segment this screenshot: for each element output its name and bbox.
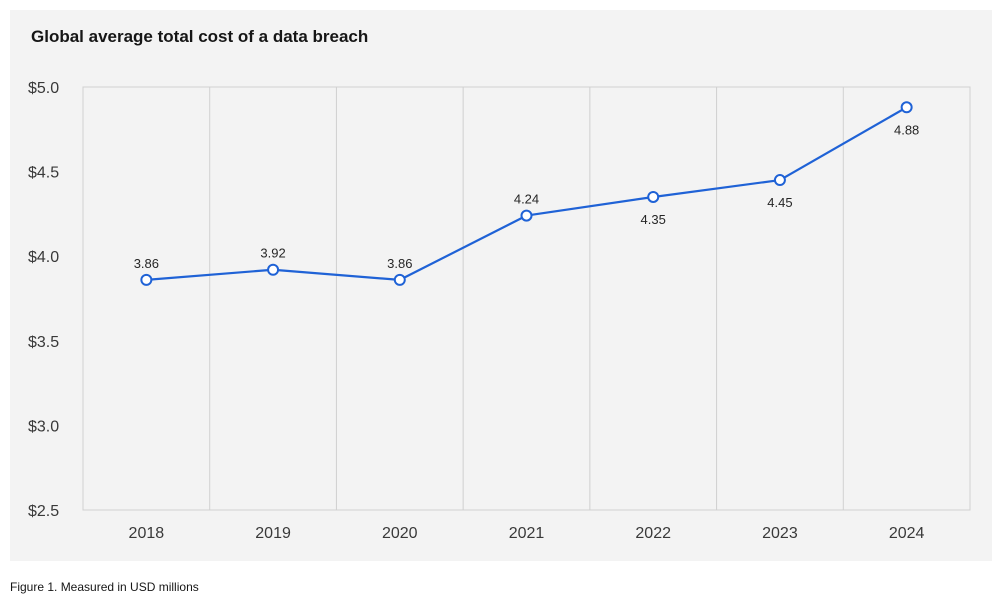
x-tick-label: 2020	[382, 525, 418, 542]
data-label: 4.45	[767, 195, 792, 210]
y-tick-label: $4.0	[28, 249, 59, 266]
x-tick-label: 2019	[255, 525, 291, 542]
x-tick-label: 2024	[889, 525, 925, 542]
data-label: 3.86	[134, 256, 159, 271]
chart-panel	[10, 10, 992, 561]
data-point	[773, 174, 786, 187]
data-label: 4.24	[514, 192, 539, 207]
y-tick-label: $4.5	[28, 165, 59, 182]
data-point	[267, 263, 280, 276]
y-tick-label: $5.0	[28, 80, 59, 97]
y-tick-label: $2.5	[28, 503, 59, 520]
data-point	[900, 101, 913, 114]
plot-frame	[82, 86, 971, 511]
data-label: 4.88	[894, 122, 919, 137]
data-label: 3.92	[260, 246, 285, 261]
data-point	[647, 190, 660, 203]
y-tick-label: $3.5	[28, 334, 59, 351]
data-point	[140, 273, 153, 286]
data-label: 3.86	[387, 256, 412, 271]
x-tick-label: 2023	[762, 525, 798, 542]
data-point	[520, 209, 533, 222]
x-tick-label: 2022	[635, 525, 671, 542]
x-tick-label: 2021	[509, 525, 545, 542]
figure-caption: Figure 1. Measured in USD millions	[10, 580, 199, 594]
data-label: 4.35	[641, 212, 666, 227]
chart-title: Global average total cost of a data brea…	[31, 27, 369, 46]
x-tick-label: 2018	[129, 525, 165, 542]
y-tick-label: $3.0	[28, 418, 59, 435]
data-point	[393, 273, 406, 286]
